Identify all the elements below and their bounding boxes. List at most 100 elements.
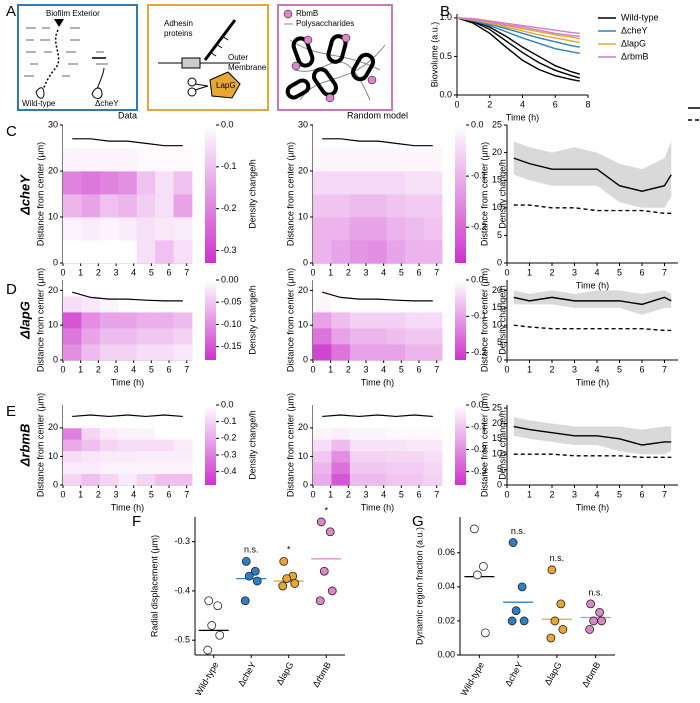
y-tick-label: 0 bbox=[497, 354, 502, 364]
y-axis-label: Distance from center (µm) bbox=[285, 142, 295, 246]
heatmap-cell bbox=[155, 171, 174, 195]
y-tick-label: 0.00 bbox=[437, 649, 455, 659]
heatmap-cell bbox=[349, 171, 369, 195]
heatmap-cell bbox=[99, 148, 119, 172]
heatmap-cell bbox=[118, 427, 138, 440]
x-tick-label: 2 bbox=[549, 364, 554, 374]
y-tick-label: 10 bbox=[298, 320, 308, 330]
heatmap-cell bbox=[405, 344, 424, 361]
y-tick-label: 30 bbox=[298, 119, 308, 129]
heatmap-cell bbox=[331, 328, 351, 345]
error-band bbox=[664, 141, 672, 208]
y-tick-label: 20 bbox=[298, 285, 308, 295]
point bbox=[252, 576, 262, 586]
heatmap-cell bbox=[313, 217, 332, 241]
error-band bbox=[513, 290, 530, 305]
colorbar bbox=[205, 280, 216, 360]
x-tick-label: 2 bbox=[346, 489, 351, 499]
heatmap-cell bbox=[155, 312, 174, 329]
x-tick-label: 1 bbox=[527, 267, 532, 277]
y-tick-label: 0 bbox=[53, 479, 58, 489]
heatmap-cell bbox=[423, 240, 443, 264]
x-tick-label: 3 bbox=[572, 267, 577, 277]
panel-label: C bbox=[6, 123, 17, 140]
heatmap-cell bbox=[405, 148, 424, 172]
y-tick-label: 20 bbox=[492, 285, 502, 295]
heatmap-cell bbox=[331, 194, 351, 218]
y-axis-label: Biovolume (a.u.) bbox=[429, 22, 439, 88]
heatmap-cell bbox=[405, 240, 424, 264]
x-tick-label: 5 bbox=[617, 364, 622, 374]
heatmap-cell bbox=[423, 416, 443, 429]
point bbox=[203, 645, 213, 655]
x-tick-label: 0 bbox=[504, 489, 509, 499]
heatmap-cell bbox=[118, 148, 138, 172]
line bbox=[513, 324, 672, 332]
heatmap-cell bbox=[155, 416, 174, 429]
heatmap-cell bbox=[405, 125, 424, 149]
heatmap-cell bbox=[118, 462, 138, 474]
chart-title: Data bbox=[118, 110, 137, 120]
y-tick-label: 20 bbox=[492, 418, 502, 428]
heatmap-cell bbox=[63, 439, 82, 452]
heatmap-cell bbox=[386, 296, 406, 313]
point bbox=[480, 628, 490, 638]
y-axis-label: Radial displacement (µm) bbox=[149, 535, 159, 637]
point bbox=[315, 596, 325, 606]
heatmap-cell bbox=[99, 344, 119, 361]
heatmap-cell bbox=[386, 217, 406, 241]
diagram-rbmb: RbmB Polysaccharides bbox=[277, 4, 393, 111]
point bbox=[550, 616, 560, 626]
y-axis-label: Distance from center (µm) bbox=[479, 393, 489, 497]
chart-title: Random model bbox=[347, 110, 408, 120]
x-tick-label: 0 bbox=[504, 267, 509, 277]
heatmap-cell bbox=[99, 194, 119, 218]
heatmap-cell bbox=[81, 194, 101, 218]
heatmap-cell bbox=[331, 439, 351, 452]
y-tick-label: 10 bbox=[298, 451, 308, 461]
heatmap-cell bbox=[386, 462, 406, 474]
heatmap-cell bbox=[136, 217, 156, 241]
y-tick-label: 5 bbox=[497, 337, 502, 347]
heatmap-cell bbox=[386, 240, 406, 264]
heatmap-cell bbox=[368, 296, 388, 313]
x-tick-label: 2 bbox=[487, 99, 492, 109]
x-tick-label: 4 bbox=[594, 364, 599, 374]
heatmap-cell bbox=[405, 280, 424, 297]
heatmap-cell bbox=[349, 405, 369, 417]
y-tick-label: 20 bbox=[48, 285, 58, 295]
heatmap-cell bbox=[155, 462, 174, 474]
heatmap-cell bbox=[81, 344, 101, 361]
y-tick-label: 15 bbox=[492, 302, 502, 312]
colorbar-tick-label: -0.1 bbox=[221, 161, 237, 171]
x-tick-label: 3 bbox=[364, 364, 369, 374]
y-tick-label: 10 bbox=[492, 449, 502, 459]
heatmap-cell bbox=[155, 148, 174, 172]
x-tick-label: 3 bbox=[114, 364, 119, 374]
heatmap-cell bbox=[173, 148, 193, 172]
point bbox=[244, 571, 254, 581]
heatmap-cell bbox=[155, 473, 174, 486]
colorbar bbox=[455, 125, 466, 263]
x-tick-label: 6 bbox=[417, 489, 422, 499]
heatmap-cell bbox=[423, 328, 443, 345]
error-band bbox=[597, 290, 620, 308]
y-tick-label: 0 bbox=[303, 257, 308, 267]
error-band bbox=[642, 426, 665, 455]
heatmap-cell bbox=[81, 328, 101, 345]
heatmap-cell bbox=[405, 473, 424, 486]
heatmap-cell bbox=[136, 125, 156, 149]
x-tick-label: 6 bbox=[417, 364, 422, 374]
heatmap-cell bbox=[313, 473, 332, 486]
colorbar-label: Density change/h bbox=[247, 285, 257, 355]
x-tick-label: 2 bbox=[346, 267, 351, 277]
heatmap-cell bbox=[368, 462, 388, 474]
x-tick-label: 7 bbox=[662, 267, 667, 277]
legend-label: Wild-type bbox=[621, 12, 659, 22]
heatmap-cell bbox=[331, 280, 351, 297]
x-tick-label: 4 bbox=[381, 267, 386, 277]
heatmap-cell bbox=[349, 194, 369, 218]
y-tick-label: 20 bbox=[298, 165, 308, 175]
x-tick-label: ΔlapG bbox=[542, 660, 563, 687]
heatmap-cell bbox=[386, 148, 406, 172]
